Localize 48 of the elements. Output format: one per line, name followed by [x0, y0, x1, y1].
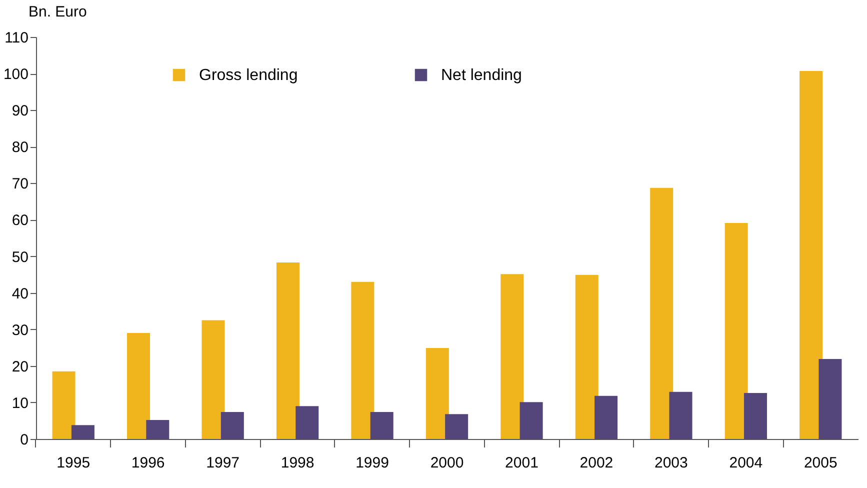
y-tick-label: 110: [4, 30, 28, 46]
bar: [276, 262, 300, 439]
x-tick-label: 1999: [356, 454, 389, 472]
legend-label: Gross lending: [199, 67, 298, 84]
x-tick-label: 2001: [505, 454, 538, 472]
bar: [818, 358, 842, 439]
bar: [52, 371, 76, 439]
bar: [594, 396, 618, 439]
bar: [575, 274, 598, 439]
bar: [800, 70, 823, 439]
legend-label: Net lending: [441, 67, 522, 84]
bar: [127, 333, 150, 439]
bar: [351, 282, 374, 439]
y-tick-label: 0: [20, 432, 28, 448]
bar: [520, 402, 543, 439]
bar: [669, 392, 692, 439]
x-tick-label: 1995: [56, 454, 90, 472]
bar: [146, 420, 170, 439]
y-tick-label: 10: [12, 394, 28, 412]
bar: [744, 392, 767, 439]
bar: [296, 406, 319, 439]
x-tick-label: 1998: [280, 454, 314, 472]
y-tick-label: 90: [12, 102, 28, 120]
bar: [426, 348, 449, 439]
y-tick-label: 20: [12, 358, 28, 376]
x-tick-label: 2004: [729, 454, 763, 472]
bar: [650, 188, 674, 439]
bar: [370, 412, 394, 439]
y-axis-title: Bn. Euro: [28, 4, 87, 20]
x-tick-label: 2003: [654, 454, 688, 472]
bar: [500, 274, 524, 439]
x-tick-label: 2002: [580, 454, 614, 472]
y-tick-label: 30: [12, 322, 28, 339]
x-tick-label: 1996: [131, 454, 165, 472]
x-tick-label: 1997: [206, 454, 240, 472]
y-tick-label: 100: [3, 66, 28, 84]
bar: [445, 414, 468, 439]
y-tick-label: 60: [12, 212, 28, 230]
x-tick-label: 2000: [430, 454, 464, 472]
y-tick-label: 40: [12, 285, 28, 302]
bar: [220, 412, 244, 439]
y-tick-label: 50: [12, 248, 28, 266]
y-tick-label: 80: [12, 139, 28, 156]
x-tick-label: 2005: [804, 454, 838, 472]
bar: [71, 425, 94, 439]
bar: [202, 320, 225, 439]
y-tick-label: 70: [12, 176, 28, 193]
bar: [724, 223, 748, 439]
